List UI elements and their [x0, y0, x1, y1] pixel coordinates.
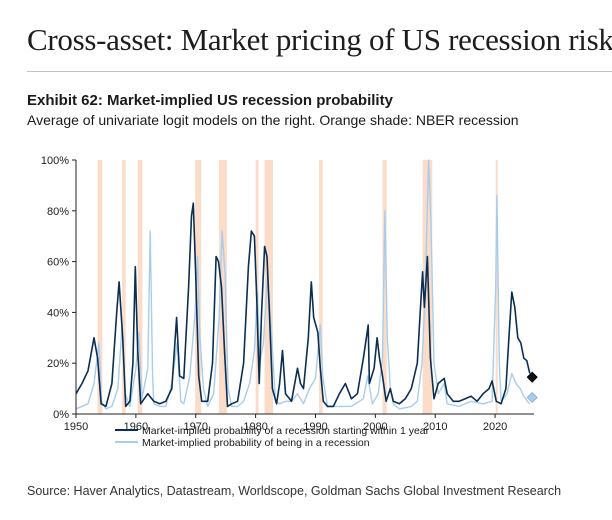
recession-shade-9 — [422, 160, 433, 414]
y-tick-label-80: 80% — [47, 206, 69, 218]
exhibit-subtitle: Average of univariate logit models on th… — [27, 112, 519, 128]
slide-title: Cross-asset: Market pricing of US recess… — [27, 22, 612, 57]
recession-shades — [97, 160, 498, 414]
recession-shade-2 — [137, 160, 143, 414]
series-line-in-recession — [75, 159, 531, 410]
legend-label-0: Market-implied probability of a recessio… — [142, 425, 430, 437]
x-tick-label-1970: 1970 — [183, 421, 207, 433]
recession-shade-1 — [122, 160, 126, 414]
recession-shade-4 — [219, 160, 227, 414]
series-lines — [75, 159, 531, 410]
x-tick-label-1980: 1980 — [243, 421, 267, 433]
recession-shade-7 — [319, 160, 323, 414]
x-tick-label-1990: 1990 — [303, 421, 327, 433]
axes: 0%20%40%60%80%100%1950 1960 1970 1980 1990 20… — [41, 155, 534, 433]
recession-shade-0 — [97, 160, 103, 414]
diamond-marker-start-within-1y — [526, 371, 538, 383]
exhibit-title: Exhibit 62: Market-implied US recession … — [27, 92, 393, 109]
y-tick-label-20: 20% — [47, 358, 69, 370]
y-tick-label-100: 100% — [41, 155, 69, 167]
x-tick-label-1950: 1950 — [64, 421, 88, 433]
logit-markers — [526, 371, 538, 404]
diamond-marker-in-recession — [526, 391, 538, 404]
y-tick-label-60: 60% — [47, 257, 69, 269]
legend: Market-implied probability of a recessio… — [115, 425, 430, 449]
y-tick-label-0: 0% — [53, 409, 69, 421]
x-tick-label-2010: 2010 — [423, 421, 447, 433]
title-divider — [27, 71, 612, 72]
source-note: Source: Haver Analytics, Datastream, Wor… — [27, 484, 562, 498]
recession-shade-8 — [382, 160, 387, 414]
x-tick-label-2000: 2000 — [363, 421, 387, 433]
recession-probability-chart: 0%20%40%60%80%100%1950 1960 1970 1980 1990 20… — [41, 155, 538, 449]
legend-label-1: Market-implied probability of being in a… — [142, 437, 370, 449]
x-tick-label-2020: 2020 — [483, 421, 507, 433]
recession-shade-10 — [495, 160, 498, 414]
series-line-start-within-1y — [75, 202, 531, 408]
y-tick-label-40: 40% — [47, 307, 69, 319]
